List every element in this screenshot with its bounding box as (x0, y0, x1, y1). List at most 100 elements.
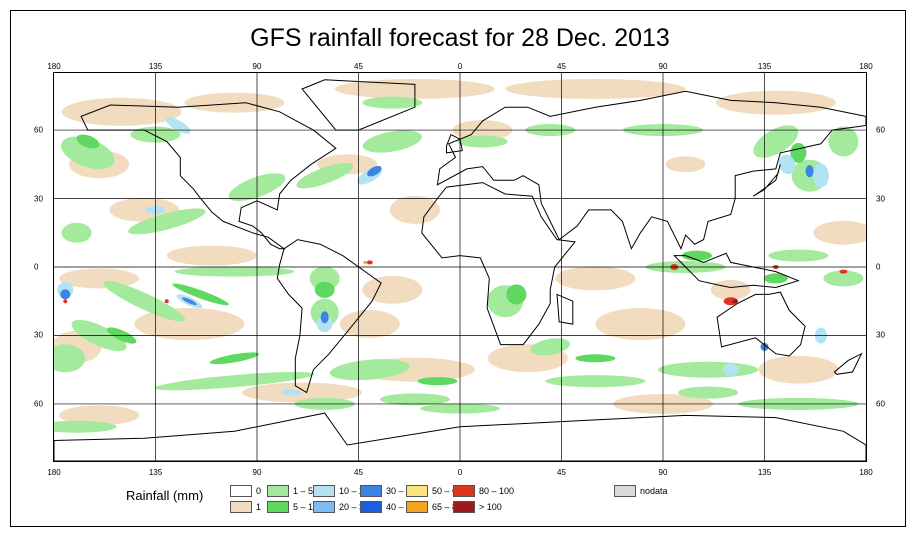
light-rain-area (389, 195, 440, 224)
rain-10-20mm (316, 316, 333, 333)
rainfall-map (53, 72, 867, 462)
rain-1-5mm (768, 249, 829, 262)
light-rain-area (61, 97, 182, 126)
legend-label: 0 (256, 486, 262, 496)
lon-tick-top: 45 (557, 62, 566, 71)
rain-5-10mm (314, 281, 335, 298)
rain-5-10mm (506, 284, 527, 305)
legend-label: 1 (256, 502, 262, 512)
light-rain-area (339, 310, 400, 339)
legend-swatch (267, 501, 289, 513)
rain-10-20mm (165, 117, 191, 134)
legend-title: Rainfall (mm) (126, 488, 204, 503)
rain-80-100mm (366, 260, 373, 265)
lon-tick-bottom: 45 (557, 468, 566, 477)
legend-swatch (614, 485, 636, 497)
map-title: GFS rainfall forecast for 28 Dec. 2013 (250, 24, 670, 52)
rain-1-5mm (61, 136, 115, 170)
legend-label: 1 – 5 (293, 486, 314, 496)
legend-label: 10 – 20 (339, 486, 370, 496)
light-rain-area (505, 78, 686, 99)
rain-80-100mm (63, 299, 68, 304)
rain-5-10mm (76, 134, 100, 149)
rain-1-5mm (362, 96, 423, 109)
lon-tick-bottom: 90 (658, 468, 668, 477)
australia-outline (716, 291, 806, 357)
legend-label: 80 – 100 (479, 486, 515, 496)
light-rain-area (710, 279, 751, 300)
legend-swatch (360, 485, 382, 497)
rain-10-20mm (722, 363, 739, 376)
lat-tick-left: 30 (34, 194, 43, 204)
lat-tick-left: 30 (34, 330, 43, 340)
light-rain-area (758, 355, 839, 384)
light-rain-area (555, 266, 636, 291)
lon-tick-bottom: 135 (757, 468, 772, 477)
light-rain-area (166, 245, 257, 266)
north-america-outline (80, 102, 337, 250)
rain-80-100mm (839, 269, 848, 274)
lat-tick-left: 60 (34, 399, 43, 409)
rain-5-10mm (209, 352, 260, 365)
legend-swatch (313, 501, 335, 513)
legend-swatch (360, 501, 382, 513)
rain-1-5mm (658, 361, 759, 378)
lon-tick-bottom: 0 (457, 468, 463, 477)
rain-1-5mm (61, 222, 92, 243)
legend-swatch (230, 501, 252, 513)
rain-1-5mm (362, 130, 422, 153)
figure-frame (10, 10, 906, 527)
rain-80-100mm (723, 297, 738, 306)
legend-label: 50 – 65 (432, 486, 463, 496)
rain-1-5mm (823, 270, 864, 287)
lat-tick-right: 60 (876, 125, 885, 135)
africa-outline (421, 182, 576, 346)
legend-label: 65 – 80 (432, 502, 463, 512)
madagascar-outline (556, 293, 574, 325)
legend-label: > 100 (479, 502, 502, 512)
legend-label: nodata (640, 486, 668, 496)
rain-1-5mm (457, 135, 508, 148)
antarctica-outline (54, 412, 866, 461)
rain-10-20mm (812, 163, 829, 188)
rain-30-40mm (805, 165, 814, 178)
lon-tick-top: 135 (148, 62, 163, 71)
lon-tick-bottom: 90 (252, 468, 262, 477)
rain-1-5mm (530, 338, 570, 356)
rain-1-5mm (54, 420, 117, 433)
lon-tick-top: 0 (457, 62, 463, 71)
lat-tick-right: 60 (876, 399, 885, 409)
rain-1-5mm (678, 386, 739, 399)
rain-1-5mm (379, 393, 450, 406)
rain-1-5mm (296, 162, 353, 189)
light-rain-area (362, 275, 423, 304)
rain-5-10mm (172, 283, 229, 306)
rain-1-5mm (329, 359, 410, 381)
legend-swatch (267, 485, 289, 497)
new-zealand-outline (833, 352, 863, 375)
lon-tick-top: 180 (859, 62, 873, 71)
lat-tick-right: 0 (876, 262, 881, 272)
light-rain-area (665, 156, 706, 173)
legend-label: 40 – 50 (386, 502, 417, 512)
rain-1-5mm (128, 208, 206, 235)
rainfall-layer (54, 78, 866, 433)
rain-30-40mm (367, 165, 382, 177)
lon-tick-top: 90 (658, 62, 668, 71)
light-rain-area (813, 220, 866, 245)
rain-5-10mm (417, 377, 458, 386)
light-rain-area (59, 405, 140, 426)
legend-label: 5 – 10 (293, 502, 319, 512)
lon-tick-bottom: 180 (47, 468, 61, 477)
indonesia-outline (673, 252, 800, 289)
rain-1-5mm (103, 280, 186, 322)
legend-label: 20 – 30 (339, 502, 370, 512)
rain-over-100mm (732, 299, 739, 304)
lon-tick-top: 135 (757, 62, 772, 71)
lon-tick-bottom: 45 (354, 468, 363, 477)
light-rain-area (242, 382, 363, 403)
rain-30-40mm (60, 289, 71, 300)
graticule (54, 73, 866, 461)
legend-label: 30 – 40 (386, 486, 417, 496)
south-america-outline (276, 239, 382, 394)
